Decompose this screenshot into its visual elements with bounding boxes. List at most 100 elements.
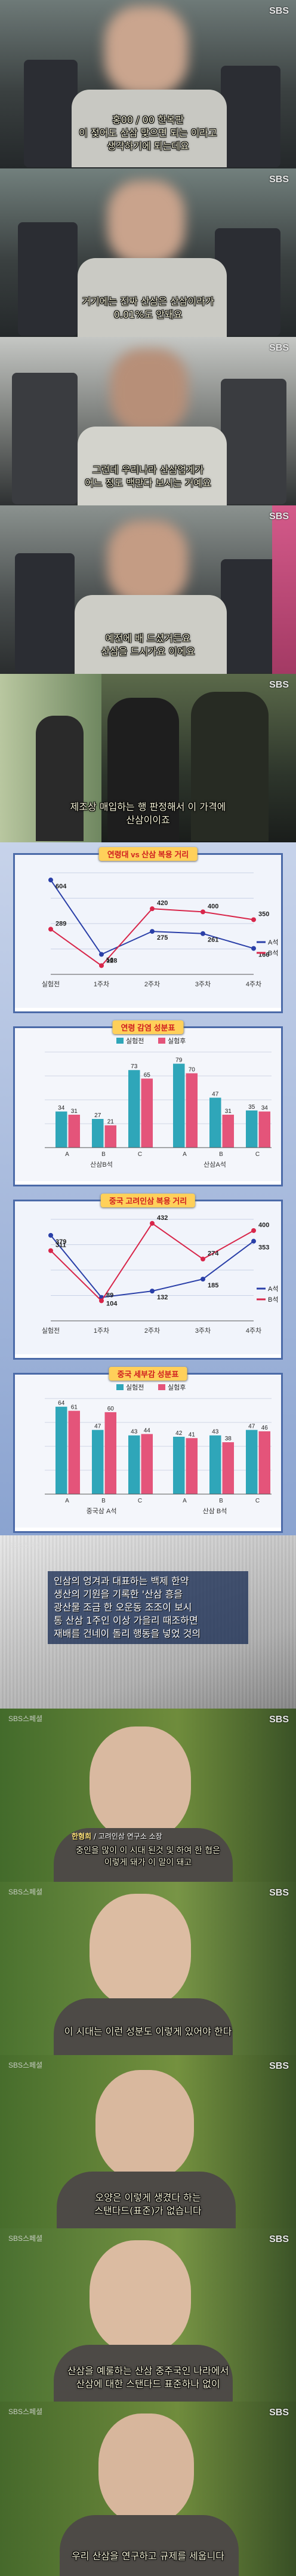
video-frame: SBS 제조상 매입하는 행 판정해서 이 가격에 산삼이이죠 [0, 674, 296, 842]
data-label: 400 [208, 903, 218, 910]
bar [245, 1110, 258, 1148]
interviewee-head [98, 2414, 194, 2524]
group-label: 중국삼 A석 [87, 1507, 117, 1515]
data-label: 350 [258, 910, 269, 918]
subtitle: 거기에는 진짜 산삼은 산삼이라가 0.01%도 안돼요 [82, 296, 214, 320]
legend-label: 실험후 [168, 1384, 186, 1391]
name-card: 한형희 / 고려인삼 연구소 소장 [72, 1831, 162, 1841]
person-shirt [78, 258, 227, 337]
chart-frame: 64 61 A 47 60 B 43 44 C 42 41 A 43 38 B 47 46 C 중국삼 A석 산삼 B… [13, 1373, 283, 1533]
data-point [99, 1298, 104, 1304]
bar-value-label: 44 [144, 1427, 151, 1434]
bar-value-label: 46 [261, 1425, 269, 1431]
chart-title: 중국 고려인삼 복용 거리 [100, 1194, 196, 1207]
data-label: 132 [157, 1294, 168, 1301]
x-tick-label: C [138, 1498, 142, 1504]
data-point [251, 1228, 256, 1233]
interviewee-jacket [60, 2515, 239, 2576]
data-label: 432 [157, 1215, 168, 1222]
bar [186, 1073, 198, 1148]
bar [141, 1434, 153, 1494]
legend-label: B석 [268, 1296, 278, 1304]
x-tick-label: B [101, 1151, 106, 1158]
chart-background [15, 855, 281, 1008]
program-logo: SBS스페셜 [8, 2234, 43, 2243]
bar [141, 1078, 153, 1148]
chart-title: 연령대 vs 산삼 복용 거리 [98, 847, 198, 861]
data-label: 56 [106, 956, 113, 964]
car-seat [221, 559, 280, 673]
data-point [150, 1220, 155, 1226]
program-logo: SBS스페셜 [8, 1541, 43, 1550]
program-logo: SBS스페셜 [8, 2061, 43, 2069]
subtitle: 오양은 이렇게 생겼다 하는 스탠다드(표준)가 없습니다 [94, 2192, 202, 2216]
bar [222, 1442, 235, 1494]
x-tick-label: 4주차 [246, 1327, 261, 1335]
interviewee-jacket [57, 2172, 236, 2228]
car-seat [221, 379, 286, 504]
legend-label: A석 [268, 1285, 278, 1293]
data-point [201, 909, 205, 915]
data-point [201, 931, 205, 936]
bar-value-label: 21 [107, 1119, 115, 1126]
bar-chart: 34 31 A 27 21 B 73 65 C 79 70 A 47 31 B 35 34 C 산삼B석 산삼A석 실험… [15, 1028, 281, 1181]
bar-value-label: 61 [71, 1404, 78, 1411]
sbs-logo: SBS [269, 1715, 289, 1725]
x-tick-label: A [183, 1151, 187, 1158]
subtitle: 제조상 매입하는 행 판정해서 이 가격에 산삼이이죠 [70, 801, 226, 826]
interview-frame: SBS스페셜 SBS 산삼을 예룰하는 산삼 중주국인 나라에서 산삼에 대한 … [0, 2228, 296, 2402]
bar-value-label: 34 [58, 1105, 65, 1112]
subtitle: 홍00 / 00 한복판 이 젖어도 산삼 맞으면 되는 이라고 생각하기에 되… [79, 114, 217, 152]
interviewee-head [90, 2240, 191, 2354]
sbs-logo: SBS [269, 511, 289, 522]
bar-value-label: 43 [212, 1429, 219, 1436]
interviewee-jacket [54, 1828, 233, 1882]
bar-value-label: 35 [248, 1104, 255, 1111]
interview-strip: SBS스페셜 SBS 한형희 / 고려인삼 연구소 소장 중인을 많이 이 시대… [0, 1709, 296, 2576]
data-point [99, 952, 104, 957]
bar-value-label: 47 [212, 1091, 219, 1097]
legend-swatch [116, 1038, 124, 1044]
data-point [201, 1256, 205, 1262]
legend-label: A석 [268, 939, 278, 946]
group-label: 산삼A석 [204, 1161, 226, 1169]
person-shirt [75, 595, 227, 674]
bar-value-label: 31 [225, 1108, 232, 1115]
chart-panel: 실험전 1주차 2주차 3주차 4주차 379 104 132 185 353 311 89 432 27… [0, 1189, 296, 1362]
x-tick-label: A [65, 1498, 69, 1504]
person-figure [36, 716, 84, 841]
x-tick-label: C [138, 1151, 142, 1158]
frame-strip-car: SBS 홍00 / 00 한복판 이 젖어도 산삼 맞으면 되는 이라고 생각하… [0, 0, 296, 842]
bar-value-label: 41 [189, 1431, 196, 1438]
data-point [251, 946, 256, 951]
chart-panel: 실험전 1주차 2주차 3주차 4주차 604 128 275 261 166 289 56 420 40… [0, 842, 296, 1016]
legend-label: 실험후 [168, 1037, 186, 1045]
interviewee-head [90, 1726, 191, 1840]
bar-value-label: 34 [261, 1105, 269, 1112]
x-tick-label: 2주차 [144, 980, 160, 988]
data-point [251, 917, 256, 922]
interviewee-head [95, 2070, 194, 2181]
chart-panel: 64 61 A 47 60 B 43 44 C 42 41 A 43 38 B 47 46 C 중국삼 A석 산삼 B… [0, 1362, 296, 1535]
subtitle: 이 시대는 이런 성분도 이렇게 있어야 한다 [64, 2026, 232, 2037]
data-point [150, 906, 155, 912]
car-seat [15, 553, 75, 673]
newspaper-strip: SBS스페셜 인삼의 엉겨과 대표하는 백제 한약 생산의 기원을 기록한 '산… [0, 1535, 296, 1709]
group-label: 산삼 B석 [203, 1507, 227, 1515]
sbs-logo: SBS [269, 1888, 289, 1898]
x-tick-label: 2주차 [144, 1327, 160, 1335]
data-label: 104 [106, 1301, 118, 1308]
bar-value-label: 79 [175, 1057, 183, 1064]
x-tick-label: B [101, 1498, 106, 1504]
interview-frame: SBS스페셜 SBS 오양은 이렇게 생겼다 하는 스탠다드(표준)가 없습니다 [0, 2055, 296, 2228]
data-label: 311 [56, 1242, 66, 1249]
person-figure [191, 692, 269, 841]
car-seat [18, 222, 78, 336]
blurred-face [110, 349, 188, 433]
data-label: 420 [157, 900, 168, 907]
legend-label: 실험전 [126, 1037, 144, 1045]
video-frame: SBS 거기에는 진짜 산삼은 산삼이라가 0.01%도 안돼요 [0, 168, 296, 337]
chart-title: 중국 세부감 성분표 [109, 1367, 187, 1381]
legend-label: 실험전 [126, 1384, 144, 1391]
